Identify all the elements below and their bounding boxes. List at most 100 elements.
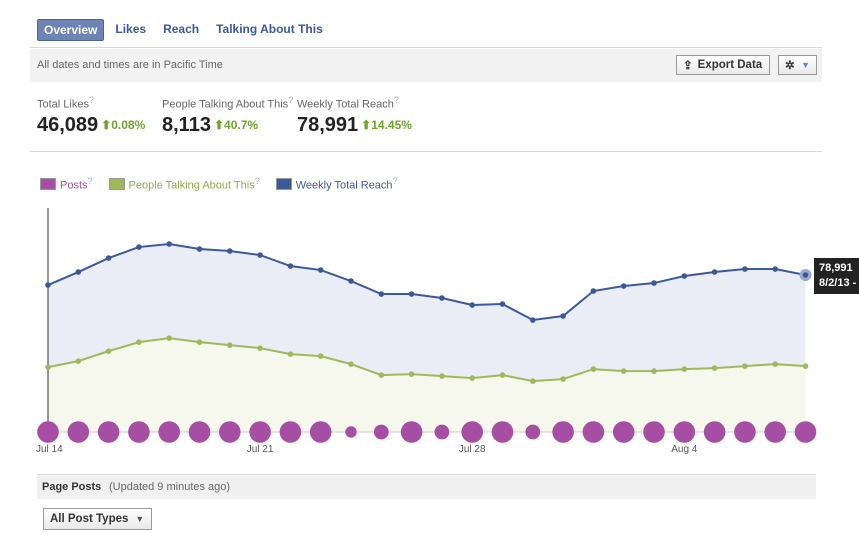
divider (30, 151, 822, 152)
ptat-point (530, 378, 536, 384)
reach-point (530, 317, 536, 323)
legend-label: Weekly Total Reach (295, 179, 393, 192)
stat-label: People Talking About This (162, 98, 289, 111)
tab-talking-about-this[interactable]: Talking About This (216, 22, 323, 36)
ptat-point (742, 363, 748, 369)
stat-label: Total Likes (37, 98, 89, 111)
x-tick-label: Jul 14 (36, 444, 63, 455)
reach-line (47, 243, 806, 322)
gear-icon: ✲ (785, 60, 795, 72)
help-icon[interactable]: ? (393, 95, 399, 105)
legend-label: People Talking About This (128, 179, 255, 192)
stat-value: 46,089 (37, 113, 99, 136)
post-bubble (582, 421, 605, 443)
ptat-point (499, 372, 506, 378)
reach-point (469, 302, 476, 308)
stat-label: Weekly Total Reach (297, 98, 394, 111)
post-types-dropdown[interactable]: All Post Types ▼ (43, 508, 152, 530)
legend-label: Posts (60, 179, 88, 192)
post-bubble (612, 421, 635, 443)
reach-point (408, 291, 415, 297)
post-bubble (703, 421, 726, 443)
post-bubble (764, 421, 786, 443)
reach-point (560, 313, 566, 319)
timezone-note: All dates and times are in Pacific Time (37, 59, 223, 71)
reach-point (590, 288, 597, 294)
reach-point (287, 263, 294, 269)
help-icon[interactable]: ? (288, 95, 294, 105)
ptat-point (136, 339, 142, 345)
ptat-point (620, 368, 627, 374)
ptat-point (772, 361, 778, 367)
stat-value: 8,113 (162, 113, 211, 136)
stat-people-talking: People Talking About This? 8,113 ⬆ 40.7% (162, 95, 293, 137)
legend-ptat[interactable]: People Talking About This? (108, 176, 260, 192)
ptat-point (227, 342, 233, 348)
settings-dropdown[interactable]: ✲ ▼ (778, 55, 817, 75)
reach-point (651, 280, 657, 286)
reach-point (257, 252, 263, 258)
post-bubble (158, 421, 180, 443)
export-data-button[interactable]: ⇪ Export Data (676, 55, 770, 75)
reach-point (711, 269, 718, 275)
tab-reach[interactable]: Reach (163, 22, 200, 36)
help-icon[interactable]: ? (254, 176, 260, 186)
ptat-point (75, 358, 82, 364)
post-bubble (345, 426, 357, 438)
ptat-point (711, 365, 718, 371)
help-icon[interactable]: ? (392, 176, 398, 186)
reach-point (742, 266, 748, 272)
tab-overview[interactable]: Overview (37, 19, 105, 41)
post-bubble (434, 424, 450, 440)
ptat-point (105, 348, 112, 354)
post-bubble (794, 421, 817, 443)
stat-value: 78,991 (297, 113, 359, 136)
reach-point (45, 282, 51, 288)
post-bubble (249, 421, 271, 443)
stat-change: 14.45% (371, 118, 412, 133)
reach-point (75, 269, 82, 275)
reach-point (620, 283, 627, 289)
upload-icon: ⇪ (683, 60, 693, 72)
reach-point (681, 273, 688, 279)
post-bubble (67, 421, 90, 443)
reach-point (439, 295, 445, 301)
stat-weekly-reach: Weekly Total Reach? 78,991 ⬆ 14.45% (297, 95, 412, 137)
post-bubble (37, 421, 59, 443)
arrow-up-icon: ⬆ (101, 118, 112, 133)
post-bubble (525, 424, 541, 440)
reach-point (348, 278, 354, 284)
reach-point (772, 266, 778, 272)
post-bubble (400, 421, 423, 443)
reach-point (499, 301, 506, 307)
ptat-point (408, 371, 415, 377)
reach-point (105, 255, 112, 261)
tab-likes[interactable]: Likes (115, 22, 147, 36)
ptat-point (681, 366, 688, 372)
reach-point (196, 246, 203, 252)
page-posts-header: Page Posts (Updated 9 minutes ago) (37, 474, 816, 499)
ptat-area (48, 338, 806, 432)
chart-legend: Posts? People Talking About This? Weekly… (40, 176, 398, 192)
ptat-point (469, 375, 476, 381)
reach-point (317, 267, 324, 273)
ptat-point (802, 363, 809, 369)
x-tick-label: Jul 21 (247, 444, 274, 455)
help-icon[interactable]: ? (88, 95, 94, 105)
tab-bar: Overview Likes Reach Talking About This (37, 19, 334, 41)
tooltip-date: 8/2/13 - (819, 277, 857, 289)
ptat-point (590, 366, 597, 372)
post-types-label: All Post Types (50, 513, 129, 525)
legend-reach[interactable]: Weekly Total Reach? (275, 176, 398, 192)
post-bubble (309, 421, 332, 443)
post-bubble (219, 421, 241, 443)
post-bubble (673, 421, 696, 443)
help-icon[interactable]: ? (87, 176, 93, 186)
post-bubble (373, 424, 389, 440)
legend-posts[interactable]: Posts? (40, 176, 93, 192)
post-bubble (552, 421, 574, 443)
arrow-up-icon: ⬆ (361, 118, 372, 133)
ptat-point (287, 351, 294, 357)
ptat-point (378, 372, 385, 378)
x-tick-label: Aug 4 (671, 444, 698, 455)
